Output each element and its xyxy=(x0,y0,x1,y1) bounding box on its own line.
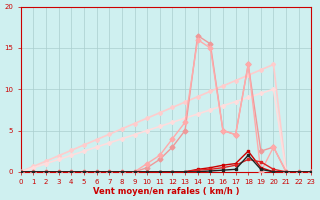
X-axis label: Vent moyen/en rafales ( km/h ): Vent moyen/en rafales ( km/h ) xyxy=(93,187,239,196)
